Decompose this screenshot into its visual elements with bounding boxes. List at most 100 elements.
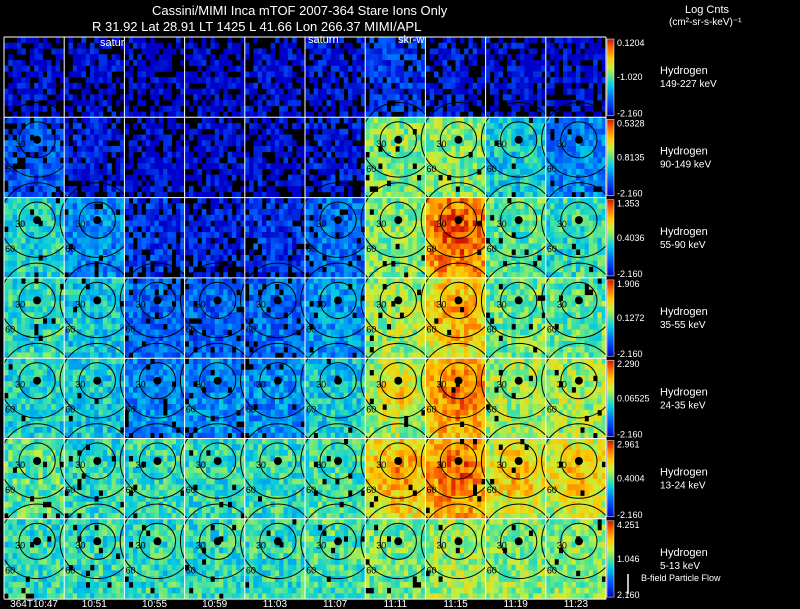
ring-label-60: 60: [487, 565, 497, 575]
ring-30: [199, 362, 237, 400]
ring-label-30: 30: [376, 380, 386, 390]
ring-label-30: 30: [437, 139, 447, 149]
energy-range-label: 90-149 keV: [660, 159, 711, 170]
time-tick-label: 11:11: [384, 599, 408, 609]
colorbar-max-label: 2.290: [617, 359, 640, 369]
image-cell: [485, 37, 547, 118]
image-cell: [244, 438, 306, 520]
image-cell: [64, 37, 125, 118]
image-cell: [4, 277, 65, 359]
image-cell: [485, 518, 547, 600]
time-tick-label: 11:07: [323, 599, 348, 609]
ring-label-30: 30: [136, 380, 146, 390]
image-cell: [425, 197, 486, 279]
ring-label-60: 60: [5, 324, 15, 334]
ephemeris-line: R 31.92 Lat 28.91 LT 1425 L 41.66 Lon 26…: [92, 19, 422, 34]
image-cell: [365, 37, 426, 118]
saturn-marker: [574, 135, 583, 144]
image-cell: [124, 117, 185, 198]
ring-30: [259, 522, 297, 560]
ring-label-30: 30: [136, 460, 146, 470]
ring-30: [560, 362, 598, 400]
saturn-marker: [33, 376, 42, 385]
ring-30: [319, 442, 357, 480]
ring-30: [560, 442, 598, 480]
saturn-marker: [334, 457, 343, 465]
ring-30: [319, 201, 357, 239]
ring-label-30: 30: [437, 540, 447, 550]
ring-label-30: 30: [437, 219, 447, 229]
ring-label-60: 60: [547, 324, 557, 334]
ring-label-30: 30: [497, 299, 507, 309]
saturn-marker: [213, 376, 222, 385]
ring-30: [500, 201, 538, 239]
image-cell: [545, 197, 607, 279]
ring-label-30: 30: [437, 460, 447, 470]
ring-label-30: 30: [15, 139, 25, 149]
ring-60: [541, 182, 617, 258]
saturn-marker: [514, 296, 523, 305]
ring-label-30: 30: [196, 460, 206, 470]
ring-30: [379, 121, 417, 159]
image-cell: [365, 277, 426, 359]
ring-label-30: 30: [75, 460, 85, 470]
colorbar: [606, 38, 615, 116]
image-cell: [425, 358, 486, 439]
ring-label-60: 60: [126, 324, 136, 334]
saturn-marker: [334, 376, 343, 385]
ring-60: [541, 503, 617, 580]
ring-30: [199, 522, 237, 560]
image-cell: [305, 358, 366, 439]
image-cell: [4, 438, 65, 520]
ring-30: [439, 522, 478, 560]
ring-label-60: 60: [366, 405, 376, 415]
colorbar-max-label: 1.906: [617, 279, 640, 289]
ring-30: [560, 121, 598, 159]
ring-label-30: 30: [376, 139, 386, 149]
colorbar: [606, 359, 615, 437]
ring-30: [439, 281, 478, 319]
saturn-marker: [153, 376, 162, 385]
ring-label-30: 30: [256, 540, 266, 550]
saturn-marker: [33, 296, 42, 305]
saturn-marker: [273, 537, 282, 546]
ring-30: [439, 362, 478, 400]
ring-label-60: 60: [547, 244, 557, 254]
ring-30: [78, 522, 116, 560]
species-label: Hydrogen: [660, 65, 708, 77]
ring-label-30: 30: [557, 299, 567, 309]
species-label: Hydrogen: [660, 226, 708, 238]
energy-range-label: 24-35 keV: [660, 400, 706, 411]
ring-label-60: 60: [5, 244, 15, 254]
ring-label-30: 30: [15, 219, 25, 229]
ring-label-30: 30: [75, 540, 85, 550]
colorbar-title: Log Cnts: [685, 4, 730, 16]
ring-label-30: 30: [256, 380, 266, 390]
saturn-marker: [514, 135, 523, 144]
saturn-marker: [334, 216, 343, 225]
ring-label-30: 30: [557, 540, 567, 550]
ring-30: [439, 442, 478, 480]
ring-label-30: 30: [75, 219, 85, 229]
colorbar: [606, 199, 615, 277]
ring-30: [500, 281, 538, 319]
colorbar-min-label: -2.160: [617, 430, 643, 440]
image-cell: [124, 358, 185, 439]
time-tick-label: 11:23: [564, 599, 589, 609]
image-cell: [545, 277, 607, 359]
saturn-marker: [514, 376, 523, 385]
ring-30: [379, 442, 417, 480]
ring-30: [319, 522, 357, 560]
ring-label-30: 30: [557, 380, 567, 390]
ring-label-60: 60: [547, 405, 557, 415]
image-cell: [4, 197, 65, 279]
colorbar: [606, 520, 615, 598]
saturn-marker: [93, 457, 102, 465]
image-cell: [305, 518, 366, 600]
ring-30: [138, 522, 177, 560]
saturn-marker: [394, 216, 403, 225]
time-tick-label: 10:51: [82, 599, 107, 609]
colorbar-max-label: 0.5328: [617, 118, 645, 128]
ring-label-30: 30: [557, 460, 567, 470]
